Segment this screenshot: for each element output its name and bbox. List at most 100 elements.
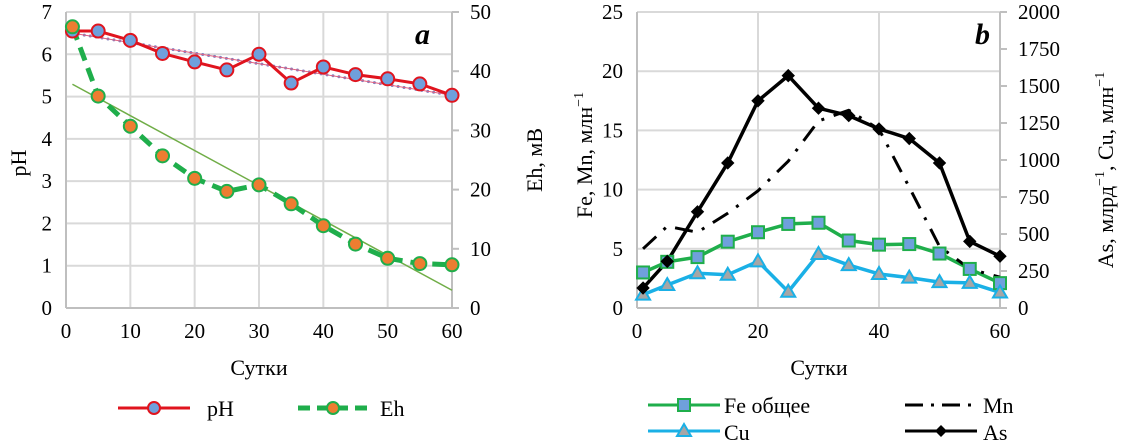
legend-eh-marker [326,401,340,415]
panel-b-fe-общее-point [962,261,977,276]
panel-a-eh-point [90,88,106,104]
panel-b-fe-общее-point [872,237,886,252]
panel-b-as-point [872,122,886,136]
panel-a-y-axis-label: pH [6,149,31,176]
panel-b-as-point [660,254,674,269]
legend-mn-label: Mn [983,393,1014,418]
legend-fe-marker [677,398,691,412]
panel-a-y2-tick-label: 0 [470,296,481,320]
panel-a-y-tick-label: 7 [42,0,53,24]
panel-a-letter: a [415,18,430,51]
legend-eh-label: Eh [380,396,404,421]
panel-b-y-tick-label: 15 [602,118,623,142]
panel-a-eh-point [187,170,203,186]
panel-b-y2-tick-label: 1750 [1018,37,1060,61]
panel-a-eh-point [412,256,428,272]
panel-a-legend: pH Eh [118,396,404,421]
legend-ph-marker [147,401,161,415]
panel-a-x-tick-label: 0 [61,319,72,343]
panel-b-y-tick-label: 25 [602,0,623,24]
panel-b-as-point [963,234,977,249]
panel-a-eh-point [155,148,170,164]
panel-a-eh-point [348,236,363,252]
panel-b-y-tick-label: 5 [613,237,624,261]
panel-b-x-tick-label: 60 [990,319,1011,343]
panel-b-y-tick-label: 10 [602,178,623,202]
panel-a-eh-point [444,257,460,273]
legend-item-fe[interactable]: Fe общее [648,393,810,418]
panel-b-y-axis-label: Fe, Mn, млн−1 [572,92,597,218]
panel-b-as-point [751,94,765,108]
panel-b-y2-tick-label: 1500 [1018,74,1060,98]
panel-a-series [64,19,460,273]
panel-b-y2-tick-label: 0 [1018,296,1029,320]
panel-a-y-tick-label: 5 [42,85,53,109]
panel-a-ph-point [444,87,460,103]
legend-as-label: As [983,420,1007,445]
panel-b-y2-label-part2: , Cu, млн [1093,86,1118,171]
panel-b-letter: b [975,18,990,51]
panel-b-y2-tick-label: 500 [1018,222,1050,246]
panel-a-y-tick-label: 4 [42,127,53,151]
panel-a-y-tick-label: 3 [42,169,53,193]
panel-b-y-tick-label: 0 [613,296,624,320]
panel-a-ph-point [283,75,299,91]
panel-a-y-tick-label: 6 [42,42,53,66]
panel-b-fe-общее-point [841,233,856,248]
panel-b-as-point [811,101,826,115]
panel-b-as-point [902,131,916,146]
panel-b-fe-общее-point [720,234,735,249]
panel-b-as-point [993,249,1007,263]
legend-item-cu[interactable]: Cu [648,420,750,445]
legend-item-ph[interactable]: pH [118,396,234,421]
legend-item-as[interactable]: As [905,420,1007,445]
panel-a-y-tick-label: 0 [42,296,53,320]
panel-b-y2-tick-label: 750 [1018,185,1050,209]
panel-a-ph-point [122,32,138,48]
panel-a-eh-point [219,183,235,199]
panel-b-series [634,68,1009,301]
panel-b-cu-point [809,244,828,260]
legend-item-eh[interactable]: Eh [298,396,404,421]
panel-a-eh-point [251,177,267,193]
panel-a-ph-point [315,59,331,75]
panel-a-ph-point [348,67,363,83]
panel-b-as-point [842,108,856,123]
legend-ph-label: pH [207,396,234,421]
panel-a-y2-tick-label: 30 [470,118,491,142]
panel-b-cu-point [930,273,949,289]
panel-a-y-tick-label: 1 [42,254,53,278]
panel-b-fe-общее-point [690,250,705,265]
legend-item-mn[interactable]: Mn [905,393,1014,418]
panel-b-cu-point [991,283,1009,299]
panel-a-y2-tick-label: 10 [470,237,491,261]
panel-a-y2-tick-label: 50 [470,0,491,24]
panel-b-fe-общее-point [636,265,651,280]
panel-b-fe-общее-point [932,246,947,261]
panel-a-eh-point [283,196,299,212]
panel-a-ph-point [251,46,267,62]
panel-a-x-tick-label: 20 [184,319,205,343]
panel-b-as-point [932,156,947,170]
panel-b-cu-point [658,276,676,292]
legend-cu-label: Cu [724,420,750,445]
panel-a-ph-point [155,45,170,61]
panel-b-y2-label-sup2: −1 [1093,72,1108,87]
panel-b-y2-tick-label: 250 [1018,259,1050,283]
panel-b-y2-label-sup1: −1 [1093,171,1108,186]
legend-as-marker [935,425,947,437]
panel-b-y2-tick-label: 1250 [1018,111,1060,135]
panel-b-fe-общее-point [902,237,917,252]
panel-b-x-tick-label: 40 [869,319,890,343]
panel-a-y2-tick-label: 20 [470,178,491,202]
panel-b-fe-общее-point [781,216,796,231]
panel-b-as-point [721,156,735,170]
panel-b-y-axis-label-sup: −1 [572,92,587,107]
panel-b-cu-point [900,268,918,284]
legend-cu-marker [675,422,693,437]
panel-a-eh-point [64,19,80,35]
panel-a-y2-tick-label: 40 [470,59,491,83]
panel-a-ph-point [90,23,106,39]
panel-b-y2-label-part1: As, млрд [1093,186,1118,268]
panel-b-y2-tick-label: 2000 [1018,0,1060,24]
